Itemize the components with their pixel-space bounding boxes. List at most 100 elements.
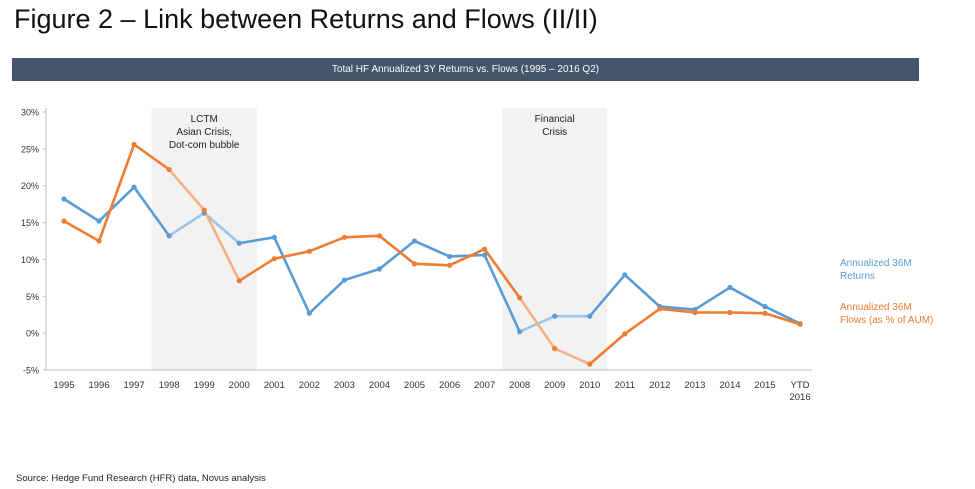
series-1-segment [343,267,381,282]
series-1-point [552,313,558,319]
x-tick-label: 1998 [159,380,180,391]
x-tick-label: YTD [791,380,810,391]
x-tick-label: 2014 [719,380,740,391]
series-1-segment [202,211,241,245]
series-2-segment [378,234,416,266]
series-2-point [411,261,418,267]
series-1-segment [693,286,732,311]
series-2-point [376,233,383,239]
line-chart: LCTM Asian Crisis, Dot-com bubble Financial… [21,108,933,404]
series-1-segment [237,236,276,245]
x-tick-label: 1995 [53,380,74,391]
series-1-point [411,238,418,244]
series-1-point [131,184,137,190]
x-tick-label: 2010 [579,380,600,391]
series-2-segment [483,247,521,300]
series-2-point [61,218,67,224]
axes: -5% 0% 5% 10% 15% 20% 25% 30% 1995 1996 1997 1998 19… [21,108,812,403]
series-2-segment [97,143,136,243]
shaded-period-label: Dot-com bubble [169,140,240,151]
x-tick-label: 1999 [194,380,215,391]
series-2-segment [132,143,171,171]
series-1-point [762,304,768,310]
series-2-point [236,278,242,284]
series-2-segment [623,307,662,336]
x-tick-label: 2006 [439,380,460,391]
series-1-segment [483,253,521,333]
x-tick-label: 2001 [264,380,285,391]
shaded-period-label: Crisis [542,127,567,138]
x-tick-label: 2012 [649,380,670,391]
series-2-point [482,246,488,252]
legend-entry-1: Returns [840,271,875,282]
series-lines [62,143,802,366]
series-2-segment [272,250,311,260]
series-1-segment [623,273,662,308]
series-2-segment [763,311,802,326]
series-1-segment [728,286,767,308]
series-2-segment [237,257,276,283]
x-tick-label: 2015 [754,380,775,391]
series-1-segment [167,211,206,238]
legend-entry-1: Annualized 36M [840,258,912,269]
legend-entry-2: Flows (as % of AUM) [840,315,933,326]
x-tick-label: 2013 [684,380,705,391]
y-tick-label: 25% [21,144,39,154]
series-2-point [201,207,207,213]
series-2-segment [728,311,767,315]
series-points [61,141,803,367]
series-2-point [341,234,347,240]
chart-title-banner: Total HF Annualized 3Y Returns vs. Flows… [12,58,919,81]
shaded-period-1 [151,108,257,370]
x-tick-label: 2002 [299,380,320,391]
series-1-segment [308,278,346,315]
series-1-segment [378,239,416,271]
series-2-point [657,306,663,312]
y-tick-label: 20% [21,181,39,191]
series-1-point [236,240,242,246]
series-2-point [622,331,628,337]
series-1-segment [132,185,171,238]
x-tick-label: 2004 [369,380,390,391]
series-2-point [306,248,312,254]
y-tick-label: -5% [23,366,39,376]
series-1-point [166,233,172,239]
series-1-point [341,277,347,283]
legend-entry-2: Annualized 36M [840,302,912,313]
series-2-point [166,166,172,173]
series-1-segment [413,239,451,258]
shaded-period-2 [502,108,608,370]
shaded-period-label: Financial [535,114,575,125]
x-tick-label: 2007 [474,380,495,391]
y-tick-label: 10% [21,255,39,265]
figure-title: Figure 2 – Link between Returns and Flow… [14,4,598,34]
series-1-segment [97,185,136,223]
series-2-segment [308,236,346,253]
series-2-segment [62,219,101,243]
x-tick-label: 2016 [789,392,810,403]
series-2-point [587,361,593,367]
series-1-point [271,234,277,240]
series-2-point [692,309,698,316]
legend: Annualized 36M Returns Annualized 36M Flows… [840,258,933,326]
x-tick-label: 2000 [229,380,250,391]
series-1-segment [272,236,311,315]
shaded-period-label: Asian Crisis, [176,127,232,138]
x-tick-label: 2008 [509,380,530,391]
series-2-point [517,295,523,301]
series-1-point [482,252,488,258]
series-2-segment [553,347,592,366]
series-1-segment [658,305,697,311]
series-2-segment [448,247,486,267]
x-tick-label: 2003 [334,380,355,391]
series-2-segment [518,296,557,350]
series-1-segment [588,273,627,318]
series-2-segment [202,208,241,283]
y-tick-label: 0% [26,329,39,339]
y-tick-label: 15% [21,218,39,228]
series-2-point [797,321,803,327]
series-1-segment [448,253,486,258]
series-1-point [96,218,102,224]
x-tick-label: 2005 [404,380,425,391]
series-1-point [306,310,312,316]
